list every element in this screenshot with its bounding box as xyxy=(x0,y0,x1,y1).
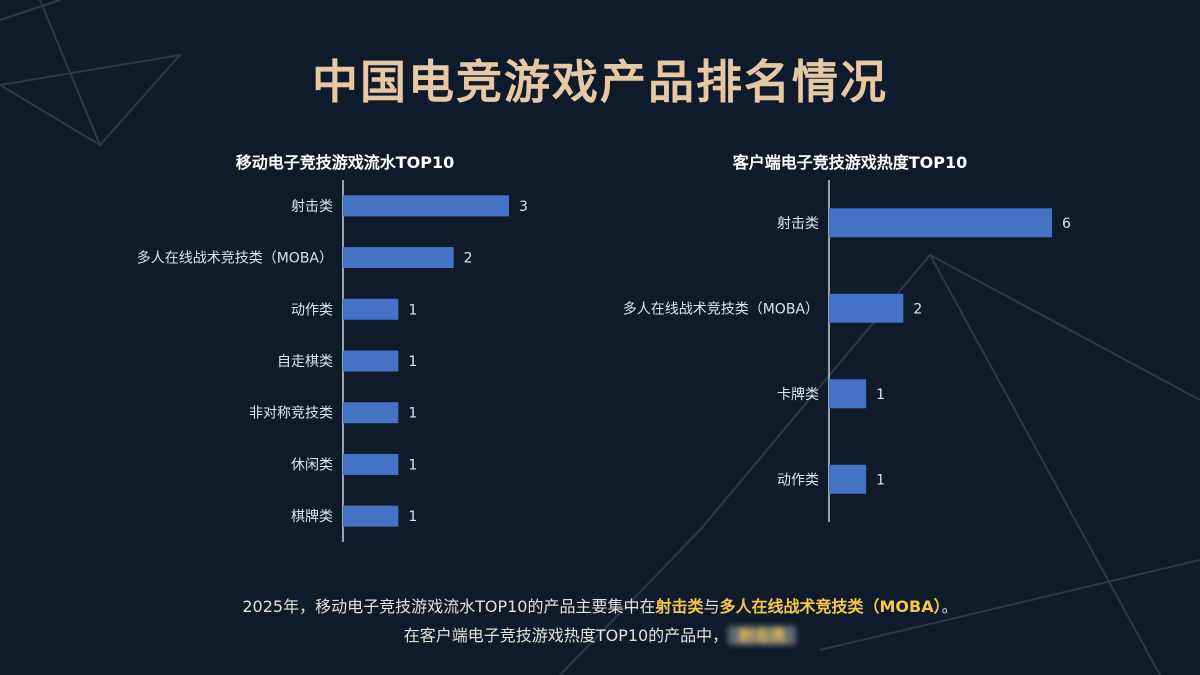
mobile-value-label: 1 xyxy=(408,509,417,525)
mobile-value-label: 2 xyxy=(464,251,473,267)
mobile-category-label: 多人在线战术竞技类（MOBA） xyxy=(137,250,333,267)
mobile-category-label: 自走棋类 xyxy=(277,354,333,370)
mobile-bar xyxy=(343,247,454,269)
client-bar xyxy=(829,379,867,409)
client-value-label: 1 xyxy=(876,387,885,403)
mobile-bar xyxy=(343,350,399,372)
chart-title-mobile: 移动电子竞技游戏流水TOP10 xyxy=(235,153,455,172)
footer-summary-line-1: 2025年，移动电子竞技游戏流水TOP10的产品主要集中在射击类与多人在线战术竞… xyxy=(0,593,1200,617)
client-category-label: 卡牌类 xyxy=(777,386,819,403)
footer-highlight-moba: 多人在线战术竞技类（MOBA） xyxy=(719,597,942,616)
mobile-bar xyxy=(343,505,399,527)
client-category-label: 动作类 xyxy=(777,472,819,488)
mobile-bar xyxy=(343,453,399,475)
client-bar xyxy=(829,293,904,323)
footer-text: 与 xyxy=(703,597,720,616)
client-heat-bar-chart: 射击类 6 多人在线战术竞技类（MOBA） 2 卡牌类 1 动作类 1 xyxy=(623,180,1071,522)
mobile-value-label: 1 xyxy=(408,406,417,422)
footer-text: 2025年，移动电子竞技游戏流水TOP10的产品主要集中在 xyxy=(242,597,656,616)
client-value-label: 2 xyxy=(913,301,922,317)
mobile-category-label: 射击类 xyxy=(291,199,333,215)
client-category-label: 射击类 xyxy=(777,216,819,232)
client-value-label: 6 xyxy=(1062,216,1071,232)
mobile-value-label: 1 xyxy=(408,302,417,318)
mobile-category-label: 休闲类 xyxy=(291,457,333,473)
client-category-label: 多人在线战术竞技类（MOBA） xyxy=(623,300,819,317)
page-title: 中国电竞游戏产品排名情况 xyxy=(312,55,888,109)
mobile-bar xyxy=(343,298,399,320)
client-bar xyxy=(829,208,1052,238)
mobile-value-label: 1 xyxy=(408,457,417,473)
client-value-label: 1 xyxy=(876,472,885,488)
mobile-bar xyxy=(343,402,399,424)
mobile-category-label: 动作类 xyxy=(291,302,333,318)
footer-highlight-shooter: 射击类 xyxy=(655,597,704,616)
mobile-revenue-bar-chart: 射击类 3 多人在线战术竞技类（MOBA） 2 动作类 1 自走棋类 1 非对称竞技类 1 休闲类 1… xyxy=(137,180,528,542)
mobile-category-label: 非对称竞技类 xyxy=(249,405,333,422)
mobile-value-label: 1 xyxy=(408,354,417,370)
mobile-category-label: 棋牌类 xyxy=(291,508,333,525)
mobile-value-label: 3 xyxy=(519,199,528,215)
footer-highlight-obscured: 射击类 xyxy=(728,626,797,645)
mobile-bar xyxy=(343,195,509,217)
footer-text: 。 xyxy=(941,597,958,616)
footer-summary-line-2: 在客户端电子竞技游戏热度TOP10的产品中， 射击类 xyxy=(0,622,1200,646)
client-bar xyxy=(829,464,867,494)
chart-title-client: 客户端电子竞技游戏热度TOP10 xyxy=(732,153,968,172)
footer-text: 在客户端电子竞技游戏热度TOP10的产品中， xyxy=(403,626,729,645)
